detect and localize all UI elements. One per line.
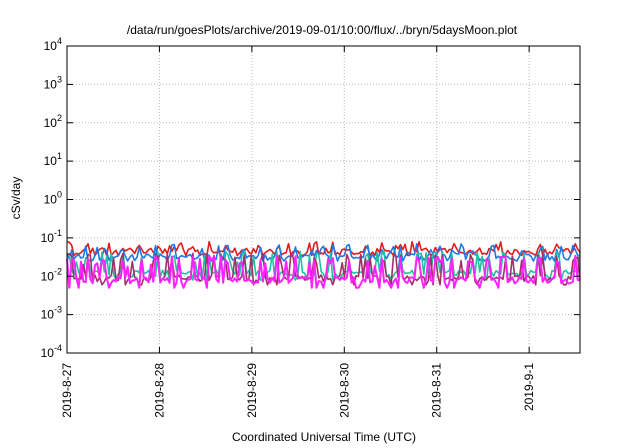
grid: [66, 46, 580, 353]
x-ticks: 2019-8-27 2019-8-28 2019-8-29 2019-8-30 2019…: [60, 46, 536, 418]
y-tick-label: 102: [44, 113, 62, 130]
y-tick-label: 104: [44, 36, 62, 53]
y-tick-label: 10-1: [41, 228, 62, 245]
x-tick-label: 2019-9-1: [522, 363, 536, 411]
y-tick-label: 103: [44, 74, 62, 91]
x-tick-label: 2019-8-28: [152, 363, 166, 418]
chart-title: /data/run/goesPlots/archive/2019-09-01/1…: [127, 23, 518, 37]
series-group: [66, 240, 581, 289]
x-tick-label: 2019-8-27: [60, 363, 74, 418]
y-axis-label: cSv/day: [9, 177, 23, 220]
y-tick-label: 10-4: [41, 343, 62, 360]
series-line: [66, 254, 581, 289]
y-tick-label: 101: [44, 151, 62, 168]
y-tick-label: 100: [44, 190, 62, 207]
x-tick-label: 2019-8-29: [245, 363, 259, 418]
x-tick-label: 2019-8-31: [430, 363, 444, 418]
y-tick-label: 10-3: [41, 305, 62, 322]
y-ticks: 10-4 10-3 10-2 10-1 100 101 102 103 104: [41, 36, 580, 360]
series-line: [66, 243, 581, 262]
x-tick-label: 2019-8-30: [337, 363, 351, 418]
y-tick-label: 10-2: [41, 266, 62, 283]
x-axis-label: Coordinated Universal Time (UTC): [232, 430, 416, 444]
plot-frame: [66, 45, 581, 354]
